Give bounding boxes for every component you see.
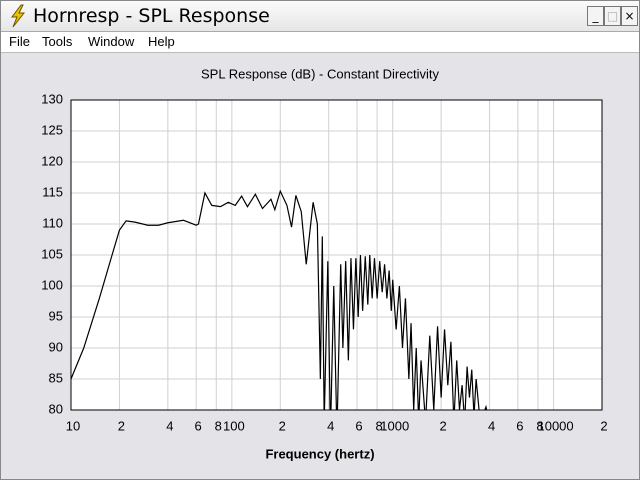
menu-item[interactable]: Help xyxy=(148,34,175,49)
x-tick-label: 8 xyxy=(536,418,543,433)
x-tick-label: 2 xyxy=(118,418,125,433)
y-tick-label: 115 xyxy=(42,184,63,199)
y-tick-label: 110 xyxy=(42,215,63,230)
x-tick-label: 2 xyxy=(440,418,447,433)
x-tick-label: 8 xyxy=(376,418,383,433)
x-tick-label: 6 xyxy=(355,418,362,433)
chart-title: SPL Response (dB) - Constant Directivity xyxy=(201,66,439,81)
x-tick-label: 2 xyxy=(600,418,607,433)
close-button[interactable]: × xyxy=(621,6,638,26)
x-tick-label: 2 xyxy=(279,418,286,433)
y-tick-label: 105 xyxy=(41,246,63,261)
x-tick-label: 6 xyxy=(516,418,523,433)
minimize-button[interactable]: _ xyxy=(587,6,604,26)
x-tick-label: 4 xyxy=(327,418,334,433)
x-axis-label: Frequency (hertz) xyxy=(265,446,374,461)
y-tick-label: 130 xyxy=(41,91,63,106)
x-tick-label: 6 xyxy=(195,418,202,433)
x-tick-label: 1000 xyxy=(380,418,409,433)
x-tick-label: 4 xyxy=(166,418,173,433)
x-tick-label: 100 xyxy=(223,418,245,433)
x-tick-label: 10000 xyxy=(537,418,573,433)
y-tick-label: 125 xyxy=(41,122,63,137)
menu-item[interactable]: Window xyxy=(88,34,135,49)
x-tick-label: 10 xyxy=(66,418,80,433)
y-tick-label: 95 xyxy=(49,308,63,323)
y-tick-label: 100 xyxy=(41,277,63,292)
x-tick-label: 8 xyxy=(215,418,222,433)
x-tick-label: 4 xyxy=(488,418,495,433)
maximize-button[interactable]: □ xyxy=(604,6,621,26)
chart: SPL Response (dB) - Constant Directivity… xyxy=(41,66,607,461)
menu-bar: File Tools Window Help xyxy=(1,32,639,53)
y-tick-label: 120 xyxy=(41,153,63,168)
y-tick-label: 80 xyxy=(49,401,63,416)
app-icon xyxy=(11,4,26,28)
y-tick-label: 85 xyxy=(49,370,63,385)
menu-item[interactable]: File xyxy=(9,34,30,49)
title-bar: Hornresp - SPL Response _ □ × xyxy=(1,1,639,32)
window-title: Hornresp - SPL Response xyxy=(33,5,270,27)
menu-item[interactable]: Tools xyxy=(42,34,73,49)
y-tick-label: 90 xyxy=(49,339,63,354)
data-line xyxy=(71,189,488,410)
